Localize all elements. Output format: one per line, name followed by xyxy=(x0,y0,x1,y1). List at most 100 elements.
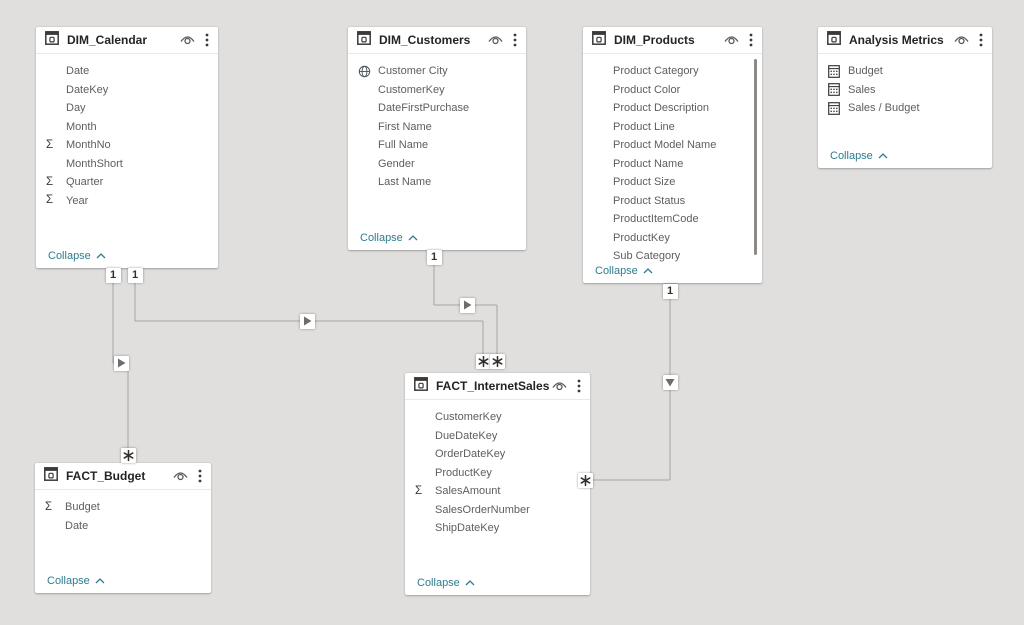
cardinality-many-marker[interactable] xyxy=(120,447,136,463)
field-row-monthshort[interactable]: MonthShort xyxy=(36,155,218,174)
field-label: DueDateKey xyxy=(435,429,498,442)
visibility-eye-icon[interactable] xyxy=(172,470,189,482)
visibility-eye-icon[interactable] xyxy=(179,34,196,46)
visibility-eye-icon[interactable] xyxy=(487,34,504,46)
more-options-icon[interactable] xyxy=(979,33,983,47)
field-row-productkey[interactable]: ProductKey xyxy=(583,229,762,248)
table-card-fact-internetsales[interactable]: FACT_InternetSales CustomerKey DueDateKey O… xyxy=(405,373,590,595)
field-row-date[interactable]: Date xyxy=(35,517,211,536)
field-row-product-line[interactable]: Product Line xyxy=(583,118,762,137)
field-row-budget[interactable]: Σ Budget xyxy=(35,498,211,517)
field-row-orderdatekey[interactable]: OrderDateKey xyxy=(405,445,590,464)
field-row-day[interactable]: Day xyxy=(36,99,218,118)
field-row-first-name[interactable]: First Name xyxy=(348,118,526,137)
field-row-date[interactable]: Date xyxy=(36,62,218,81)
table-card-analysis-metrics[interactable]: Analysis Metrics Budget Sales Sales / Budge… xyxy=(818,27,992,168)
field-row-monthno[interactable]: Σ MonthNo xyxy=(36,136,218,155)
table-card-header: FACT_InternetSales xyxy=(405,373,590,400)
field-row-productitemcode[interactable]: ProductItemCode xyxy=(583,210,762,229)
cardinality-one-marker[interactable]: 1 xyxy=(105,267,121,283)
table-card-header: DIM_Products xyxy=(583,27,762,54)
field-label: Month xyxy=(66,120,97,133)
field-row-datekey[interactable]: DateKey xyxy=(36,81,218,100)
visibility-eye-icon[interactable] xyxy=(551,380,568,392)
chevron-up-icon xyxy=(408,235,418,241)
globe-icon xyxy=(358,65,378,78)
visibility-eye-icon[interactable] xyxy=(723,34,740,46)
sigma-icon: Σ xyxy=(45,500,53,513)
field-row-product-color[interactable]: Product Color xyxy=(583,81,762,100)
scrollbar-thumb[interactable] xyxy=(754,59,757,255)
field-label: Budget xyxy=(65,501,100,514)
field-row-customerkey[interactable]: CustomerKey xyxy=(405,408,590,427)
field-row-product-model-name[interactable]: Product Model Name xyxy=(583,136,762,155)
field-row-budget[interactable]: Budget xyxy=(818,62,992,81)
collapse-button[interactable]: Collapse xyxy=(47,575,105,587)
collapse-label: Collapse xyxy=(48,250,91,262)
table-card-dim-customers[interactable]: DIM_Customers Customer City CustomerKey Dat… xyxy=(348,27,526,250)
collapse-button[interactable]: Collapse xyxy=(830,150,888,162)
relationship-direction-arrow-icon[interactable] xyxy=(662,374,678,390)
more-options-icon[interactable] xyxy=(198,469,202,483)
field-row-full-name[interactable]: Full Name xyxy=(348,136,526,155)
table-title: DIM_Calendar xyxy=(67,33,148,47)
field-label: DateFirstPurchase xyxy=(378,102,470,115)
collapse-label: Collapse xyxy=(595,265,638,277)
field-row-product-category[interactable]: Product Category xyxy=(583,62,762,81)
cardinality-many-marker[interactable] xyxy=(475,353,491,369)
field-row-sales[interactable]: Sales xyxy=(818,81,992,100)
field-row-customerkey[interactable]: CustomerKey xyxy=(348,81,526,100)
field-row-productkey[interactable]: ProductKey xyxy=(405,464,590,483)
collapse-button[interactable]: Collapse xyxy=(360,232,418,244)
cardinality-one-marker[interactable]: 1 xyxy=(426,249,442,265)
table-title: DIM_Products xyxy=(614,33,695,47)
field-row-sales-budget[interactable]: Sales / Budget xyxy=(818,99,992,118)
visibility-eye-icon[interactable] xyxy=(953,34,970,46)
field-row-salesamount[interactable]: Σ SalesAmount xyxy=(405,482,590,501)
field-row-duedatekey[interactable]: DueDateKey xyxy=(405,427,590,446)
field-row-quarter[interactable]: Σ Quarter xyxy=(36,173,218,192)
relationship-direction-arrow-icon[interactable] xyxy=(299,313,315,329)
cardinality-label: 1 xyxy=(131,269,139,281)
field-row-gender[interactable]: Gender xyxy=(348,155,526,174)
cardinality-many-marker[interactable] xyxy=(489,353,505,369)
sigma-icon: Σ xyxy=(46,175,66,189)
field-row-month[interactable]: Month xyxy=(36,118,218,137)
cardinality-one-marker[interactable]: 1 xyxy=(662,283,678,299)
field-label: Date xyxy=(65,519,89,532)
cardinality-one-marker[interactable]: 1 xyxy=(127,267,143,283)
cardinality-label: 1 xyxy=(666,285,674,297)
cardinality-many-marker[interactable] xyxy=(577,472,593,488)
collapse-button[interactable]: Collapse xyxy=(48,250,106,262)
field-row-product-status[interactable]: Product Status xyxy=(583,192,762,211)
more-options-icon[interactable] xyxy=(749,33,753,47)
table-card-dim-products[interactable]: DIM_Products Product Category Product Colo… xyxy=(583,27,762,283)
relationship-direction-arrow-icon[interactable] xyxy=(113,355,129,371)
collapse-button[interactable]: Collapse xyxy=(595,265,653,277)
more-options-icon[interactable] xyxy=(513,33,517,47)
field-row-product-description[interactable]: Product Description xyxy=(583,99,762,118)
relationship-direction-arrow-icon[interactable] xyxy=(459,297,475,313)
field-row-salesordernumber[interactable]: SalesOrderNumber xyxy=(405,501,590,520)
field-label: ProductKey xyxy=(613,231,670,244)
field-row-last-name[interactable]: Last Name xyxy=(348,173,526,192)
sigma-icon: Σ xyxy=(46,175,54,188)
table-card-dim-calendar[interactable]: DIM_Calendar Date DateKey Day Month Σ MonthNo M… xyxy=(36,27,218,268)
field-row-product-size[interactable]: Product Size xyxy=(583,173,762,192)
field-label: OrderDateKey xyxy=(435,448,506,461)
field-row-sub-category[interactable]: Sub Category xyxy=(583,247,762,266)
collapse-label: Collapse xyxy=(830,150,873,162)
collapse-label: Collapse xyxy=(360,232,403,244)
field-row-shipdatekey[interactable]: ShipDateKey xyxy=(405,519,590,538)
table-icon xyxy=(827,30,841,50)
table-card-fact-budget[interactable]: FACT_Budget Σ Budget Date Collapse xyxy=(35,463,211,593)
more-options-icon[interactable] xyxy=(577,379,581,393)
more-options-icon[interactable] xyxy=(205,33,209,47)
field-label: Last Name xyxy=(378,176,432,189)
field-row-year[interactable]: Σ Year xyxy=(36,192,218,211)
collapse-button[interactable]: Collapse xyxy=(417,577,475,589)
field-row-customer-city[interactable]: Customer City xyxy=(348,62,526,81)
field-row-datefirstpurchase[interactable]: DateFirstPurchase xyxy=(348,99,526,118)
field-row-product-name[interactable]: Product Name xyxy=(583,155,762,174)
